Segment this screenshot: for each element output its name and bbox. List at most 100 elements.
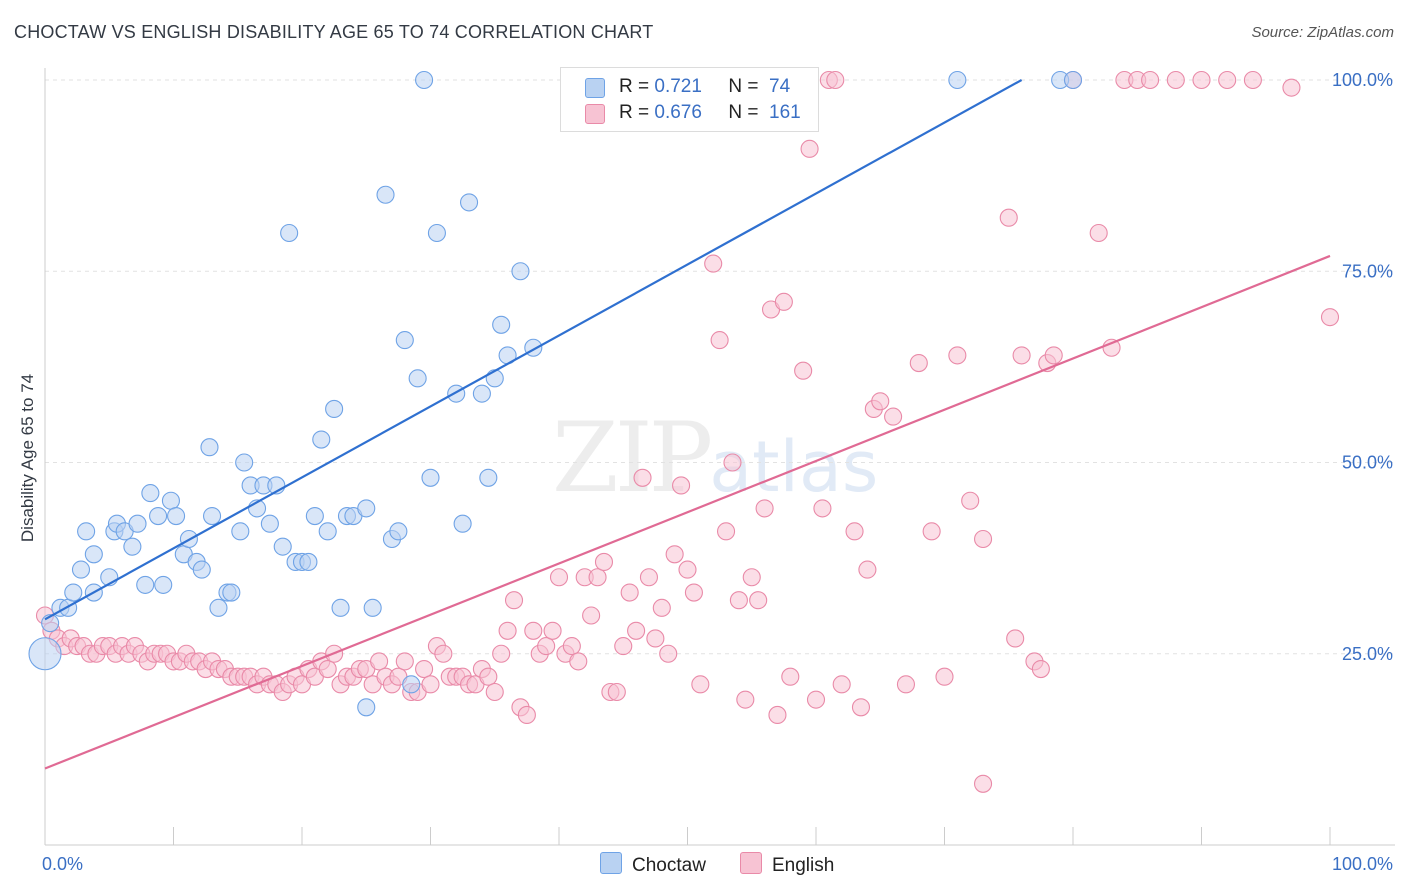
point-choctaw [485,369,504,388]
point-english [652,598,671,617]
bottom-legend-swatch-choctaw [600,852,622,874]
point-choctaw [331,598,350,617]
point-choctaw [305,506,324,526]
point-choctaw [389,522,408,541]
point-english [318,659,337,679]
point-choctaw [318,522,337,541]
point-english [826,70,845,90]
trendline-english [44,254,1331,770]
point-english [774,292,793,311]
point-choctaw [427,223,446,243]
point-english [588,568,607,587]
point-choctaw [415,70,434,90]
point-choctaw [357,698,376,717]
point-english [1218,70,1237,90]
y-tick-label: 25.0% [1342,644,1393,664]
point-english [832,675,851,694]
point-choctaw [312,430,331,449]
point-choctaw [141,484,160,503]
point-english [543,621,562,640]
point-choctaw [511,262,530,281]
point-english [684,583,703,602]
point-choctaw [200,438,219,457]
point-english [395,652,414,671]
point-choctaw [28,637,62,671]
point-english [370,652,389,671]
bottom-legend-swatch-english [740,852,762,874]
point-english [851,698,871,717]
bottom-legend-english: English [740,852,834,877]
point-english [659,644,678,663]
point-english [485,682,504,702]
point-english [492,644,511,663]
trendline-choctaw [44,79,1023,621]
point-choctaw [299,552,318,572]
bottom-legend-label-english: English [772,855,835,876]
y-tick-label: 75.0% [1342,261,1393,281]
point-choctaw [273,537,292,556]
point-english [517,705,536,725]
point-english [627,621,646,640]
point-choctaw [325,399,344,419]
point-choctaw [1063,70,1083,90]
point-english [710,331,729,350]
point-english [723,453,742,472]
point-choctaw [479,468,498,487]
point-english [1006,629,1025,648]
chart-title: CHOCTAW VS ENGLISH DISABILITY AGE 65 TO … [14,22,654,42]
point-english [858,560,877,579]
point-english [569,652,588,671]
point-choctaw [402,675,421,694]
point-english [415,659,434,679]
point-english [479,667,498,686]
point-english [1320,308,1340,327]
watermark: ZIPatlas [552,402,878,514]
point-choctaw [408,369,427,388]
point-english [639,568,659,587]
point-english [678,560,697,579]
point-choctaw [235,453,254,472]
legend-r-value-english: 0.676 [654,102,702,123]
point-choctaw [192,560,211,579]
point-english [884,407,903,426]
point-english [633,468,652,487]
point-choctaw [84,545,103,564]
point-english [1012,346,1031,365]
point-english [729,591,748,610]
point-english [806,690,826,709]
point-english [1243,70,1262,90]
point-choctaw [222,583,241,602]
point-english [781,667,800,686]
point-choctaw [395,331,414,350]
legend-n-value-choctaw: 74 [769,76,791,97]
point-choctaw [421,468,440,487]
legend-r-label: R = [619,76,650,97]
point-english [922,522,941,541]
point-choctaw [357,499,376,518]
point-english [716,522,736,541]
x-tick-label: 0.0% [42,854,83,874]
point-choctaw [231,522,250,541]
legend-swatch-choctaw [585,78,605,98]
point-english [999,208,1018,227]
point-choctaw [154,575,173,594]
point-english [736,690,755,709]
point-english [1192,70,1211,90]
point-english [691,675,710,694]
legend-n-label: N = [728,102,759,123]
point-choctaw [459,193,479,212]
watermark-zip: ZIP [552,402,713,514]
x-tick-label: 100.0% [1332,854,1393,874]
point-english [672,476,691,495]
point-choctaw [260,514,279,533]
point-english [620,583,639,602]
point-english [935,667,954,686]
point-choctaw [203,506,222,526]
point-choctaw [136,575,155,594]
point-english [607,682,626,702]
point-english [1102,338,1121,357]
point-english [755,499,774,518]
point-english [813,499,832,518]
point-english [794,361,813,380]
legend: R = 0.721 N = 74 R = 0.676 N = 161 [560,67,819,132]
